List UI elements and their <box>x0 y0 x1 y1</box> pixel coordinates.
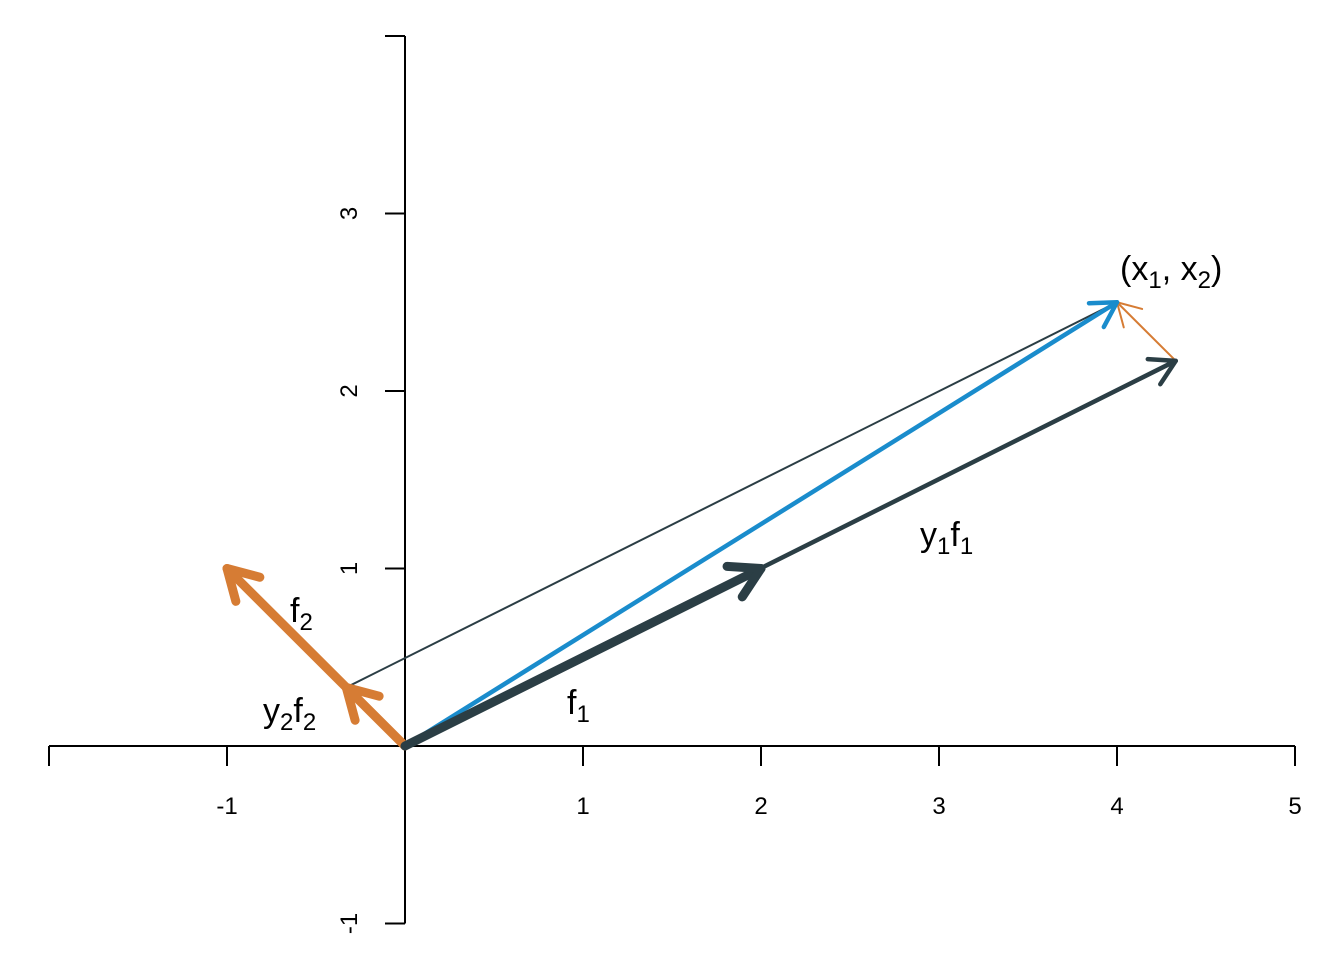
y1f1-arrow-head <box>1145 356 1178 387</box>
x-tick-label: 4 <box>1110 793 1123 820</box>
residual-arrow <box>1116 301 1177 362</box>
projection-line-shaft <box>345 301 1118 689</box>
axes: -1 1 2 3 4 5 -1 1 2 3 <box>48 35 1302 934</box>
x-tick-label: 2 <box>754 793 767 820</box>
label-f2: f2 <box>290 592 313 636</box>
vectors <box>222 300 1178 751</box>
vector-labels: f1 f2 y1f1 y2f2 (x1, x2) <box>263 250 1222 736</box>
x-tick-label: 3 <box>932 793 945 820</box>
projection-line <box>345 301 1118 689</box>
f1-arrow <box>400 561 766 751</box>
x-tick-label: -1 <box>216 793 237 820</box>
label-y1f1: y1f1 <box>920 516 973 560</box>
y-tick-label: 2 <box>336 384 363 397</box>
f1-arrow-head <box>722 561 766 602</box>
residual-arrow-shaft <box>1116 301 1177 362</box>
label-f1: f1 <box>567 684 590 728</box>
y2f2-arrow-head <box>341 682 384 725</box>
f2-arrow-head <box>222 564 265 606</box>
x-tick-label: 5 <box>1288 793 1301 820</box>
label-point-x1-x2: (x1, x2) <box>1120 250 1222 294</box>
y-tick-label: -1 <box>336 913 363 934</box>
x-arrow-head <box>1086 300 1120 330</box>
x-arrow-shaft <box>402 300 1120 749</box>
y2f2-arrow-shaft <box>341 682 410 751</box>
label-y2f2: y2f2 <box>263 692 316 736</box>
y2f2-arrow <box>341 682 410 751</box>
f1-arrow-shaft <box>400 564 766 751</box>
y-tick-label: 1 <box>336 562 363 575</box>
x-tick-label: 1 <box>576 793 589 820</box>
x-arrow <box>402 300 1120 749</box>
y-tick-label: 3 <box>336 207 363 220</box>
